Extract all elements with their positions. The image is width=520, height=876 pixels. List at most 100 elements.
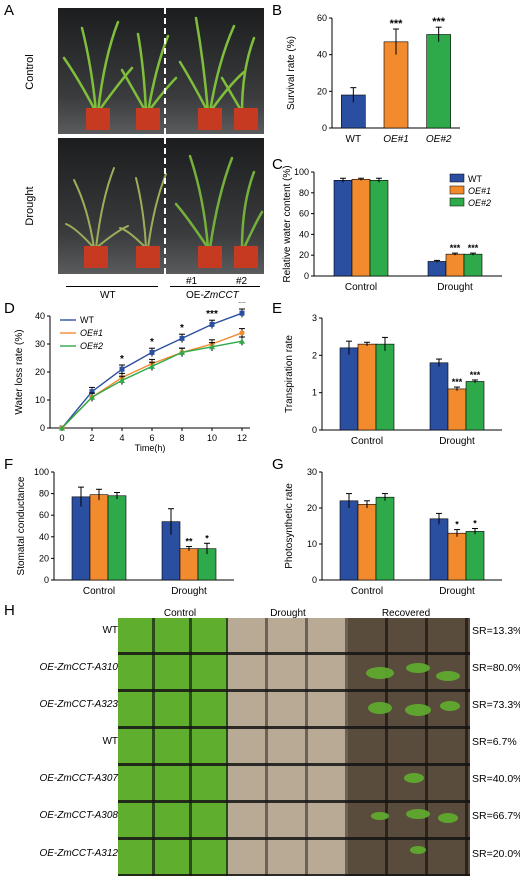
- e-bar-Control-WT: [339, 347, 359, 431]
- panel-d-label: D: [4, 300, 15, 317]
- panel-h-label: H: [4, 602, 15, 619]
- d-point-0-4: [179, 335, 185, 341]
- panel-f-label: F: [4, 456, 14, 473]
- row-label-control-text: Control: [24, 54, 36, 90]
- d-xlabel: Time(h): [135, 443, 166, 453]
- f-bar-Control-WT: [71, 496, 91, 581]
- d-ytick-label-2: 20: [35, 367, 45, 377]
- h-row-label-0: WT: [102, 625, 118, 636]
- row-label-control: Control: [24, 54, 36, 89]
- d-point-1-6: [239, 330, 245, 336]
- h-survival-0: SR=13.3%: [472, 625, 520, 637]
- f-sig-1-2: *: [205, 533, 209, 543]
- d-point-0-2: [119, 366, 125, 372]
- h-survival-4: SR=40.0%: [472, 773, 520, 785]
- g-bar-Drought-OE#1: [447, 532, 467, 581]
- g-ytick-label-2: 20: [307, 503, 317, 513]
- c-legend-swatch-2: [449, 197, 465, 207]
- h-row-label-6: OE-ZmCCT-A312: [39, 848, 118, 859]
- c-ytick-label-5: 100: [294, 167, 309, 177]
- d-xtick-label-0: 0: [59, 433, 64, 443]
- drought-plants-illustration: [65, 154, 264, 268]
- g-bar-Control-OE#2: [375, 496, 395, 581]
- b-sig-1: ***: [390, 18, 404, 30]
- h-survival-5: SR=66.7%: [472, 810, 520, 822]
- d-point-2-2: [119, 377, 125, 383]
- wt-group-line: [66, 286, 158, 287]
- g-ytick-label-3: 30: [307, 467, 317, 477]
- c-legend-swatch-1: [449, 185, 465, 195]
- c-bar-Control-WT: [333, 180, 353, 277]
- water-loss-rate-chart: 0 10 20 30 40 Water loss rate (%) 0 2 4 6 8 10 12 Tim…: [14, 302, 250, 453]
- col-label-control: Control: [163, 608, 197, 619]
- e-bar-Control-OE#2: [375, 343, 395, 431]
- d-sig-5: ***: [206, 309, 218, 320]
- f-ylabel: Stomatal conductance: [16, 476, 27, 575]
- h-survival-2: SR=73.3%: [472, 699, 520, 711]
- e-ytick-label-2: 2: [312, 350, 317, 360]
- c-ytick-label-2: 40: [299, 229, 309, 239]
- f-ytick-label-5: 100: [34, 467, 49, 477]
- b-ytick-label-0: 0: [322, 123, 327, 133]
- col-label-recovered: Recovered: [381, 608, 431, 619]
- h-survival-6: SR=20.0%: [472, 848, 520, 860]
- f-sig-1-1: **: [185, 537, 193, 547]
- c-bar-Drought-OE#1: [445, 253, 465, 277]
- h-row-label-1: OE-ZmCCT-A310: [39, 662, 118, 673]
- d-point-2-0: [59, 425, 65, 431]
- oe-prefix: OE-: [186, 290, 204, 301]
- f-bar-Drought-OE#1: [179, 548, 199, 581]
- recovered-seedlings: [366, 663, 460, 854]
- e-bar-Control-OE#1: [357, 343, 377, 431]
- f-ytick-label-0: 0: [44, 575, 49, 585]
- e-ytick-label-1: 1: [312, 388, 317, 398]
- d-ytick-label-4: 40: [35, 311, 45, 321]
- g-sig-1-2: *: [473, 519, 477, 529]
- h-row-label-2: OE-ZmCCT-A323: [39, 699, 118, 710]
- survival-rate-chart: 0 20 40 60 Survival rate (%) WT *** OE#1 *** OE#2: [286, 13, 460, 145]
- c-bar-Control-OE#2: [369, 180, 389, 277]
- e-ytick-label-0: 0: [312, 425, 317, 435]
- f-ytick-label-3: 60: [39, 510, 49, 520]
- f-xlabel-0: Control: [83, 586, 115, 597]
- e-bar-Drought-WT: [429, 362, 449, 431]
- photosynthetic-rate-chart: 0 10 20 30 Photosynthetic rate Control * * Droug…: [284, 467, 502, 597]
- stomatal-conductance-chart: 0 20 40 60 80 100 Stomatal conductance Control *…: [16, 467, 234, 597]
- d-ytick-label-3: 30: [35, 339, 45, 349]
- c-bar-Drought-WT: [427, 261, 447, 277]
- e-xlabel-1: Drought: [439, 436, 475, 447]
- d-point-0-1: [89, 389, 95, 395]
- d-sig-2: *: [120, 354, 124, 365]
- g-ytick-label-0: 0: [312, 575, 317, 585]
- h-row-label-5: OE-ZmCCT-A308: [39, 810, 118, 821]
- panel-b-label: B: [272, 2, 283, 19]
- d-sig-6: **: [238, 302, 246, 309]
- f-bar-Control-OE#1: [89, 494, 109, 581]
- transpiration-rate-chart: 0 1 2 3 Transpiration rate Control *** *** Droug…: [284, 313, 502, 447]
- f-ytick-label-1: 20: [39, 553, 49, 563]
- b-sig-2: ***: [432, 16, 446, 28]
- panel-g-label: G: [272, 456, 284, 473]
- e-xlabel-0: Control: [351, 436, 383, 447]
- g-ylabel: Photosynthetic rate: [284, 483, 295, 569]
- h-survival-1: SR=80.0%: [472, 662, 520, 674]
- c-bar-Drought-OE#2: [463, 253, 483, 277]
- d-sig-3: *: [150, 337, 154, 348]
- panel-e-label: E: [272, 300, 283, 317]
- b-ytick-label-1: 20: [317, 86, 327, 96]
- b-xlabel-1: OE#1: [383, 134, 409, 145]
- d-xtick-label-4: 8: [179, 433, 184, 443]
- d-point-2-5: [209, 343, 215, 350]
- d-ytick-label-0: 0: [40, 423, 45, 433]
- d-point-2-6: [239, 338, 245, 344]
- oe-group-line: [170, 286, 260, 287]
- b-bar-OE#1: [383, 41, 409, 129]
- c-bar-Control-OE#1: [351, 178, 371, 277]
- e-sig-1-1: ***: [452, 377, 463, 387]
- e-ylabel: Transpiration rate: [284, 335, 295, 413]
- d-legend-label-0: WT: [80, 315, 94, 325]
- panel-a-control-photo: [58, 8, 264, 134]
- c-xlabel-0: Control: [345, 282, 377, 293]
- d-point-2-4: [179, 349, 185, 355]
- b-xlabel-2: OE#2: [426, 134, 452, 145]
